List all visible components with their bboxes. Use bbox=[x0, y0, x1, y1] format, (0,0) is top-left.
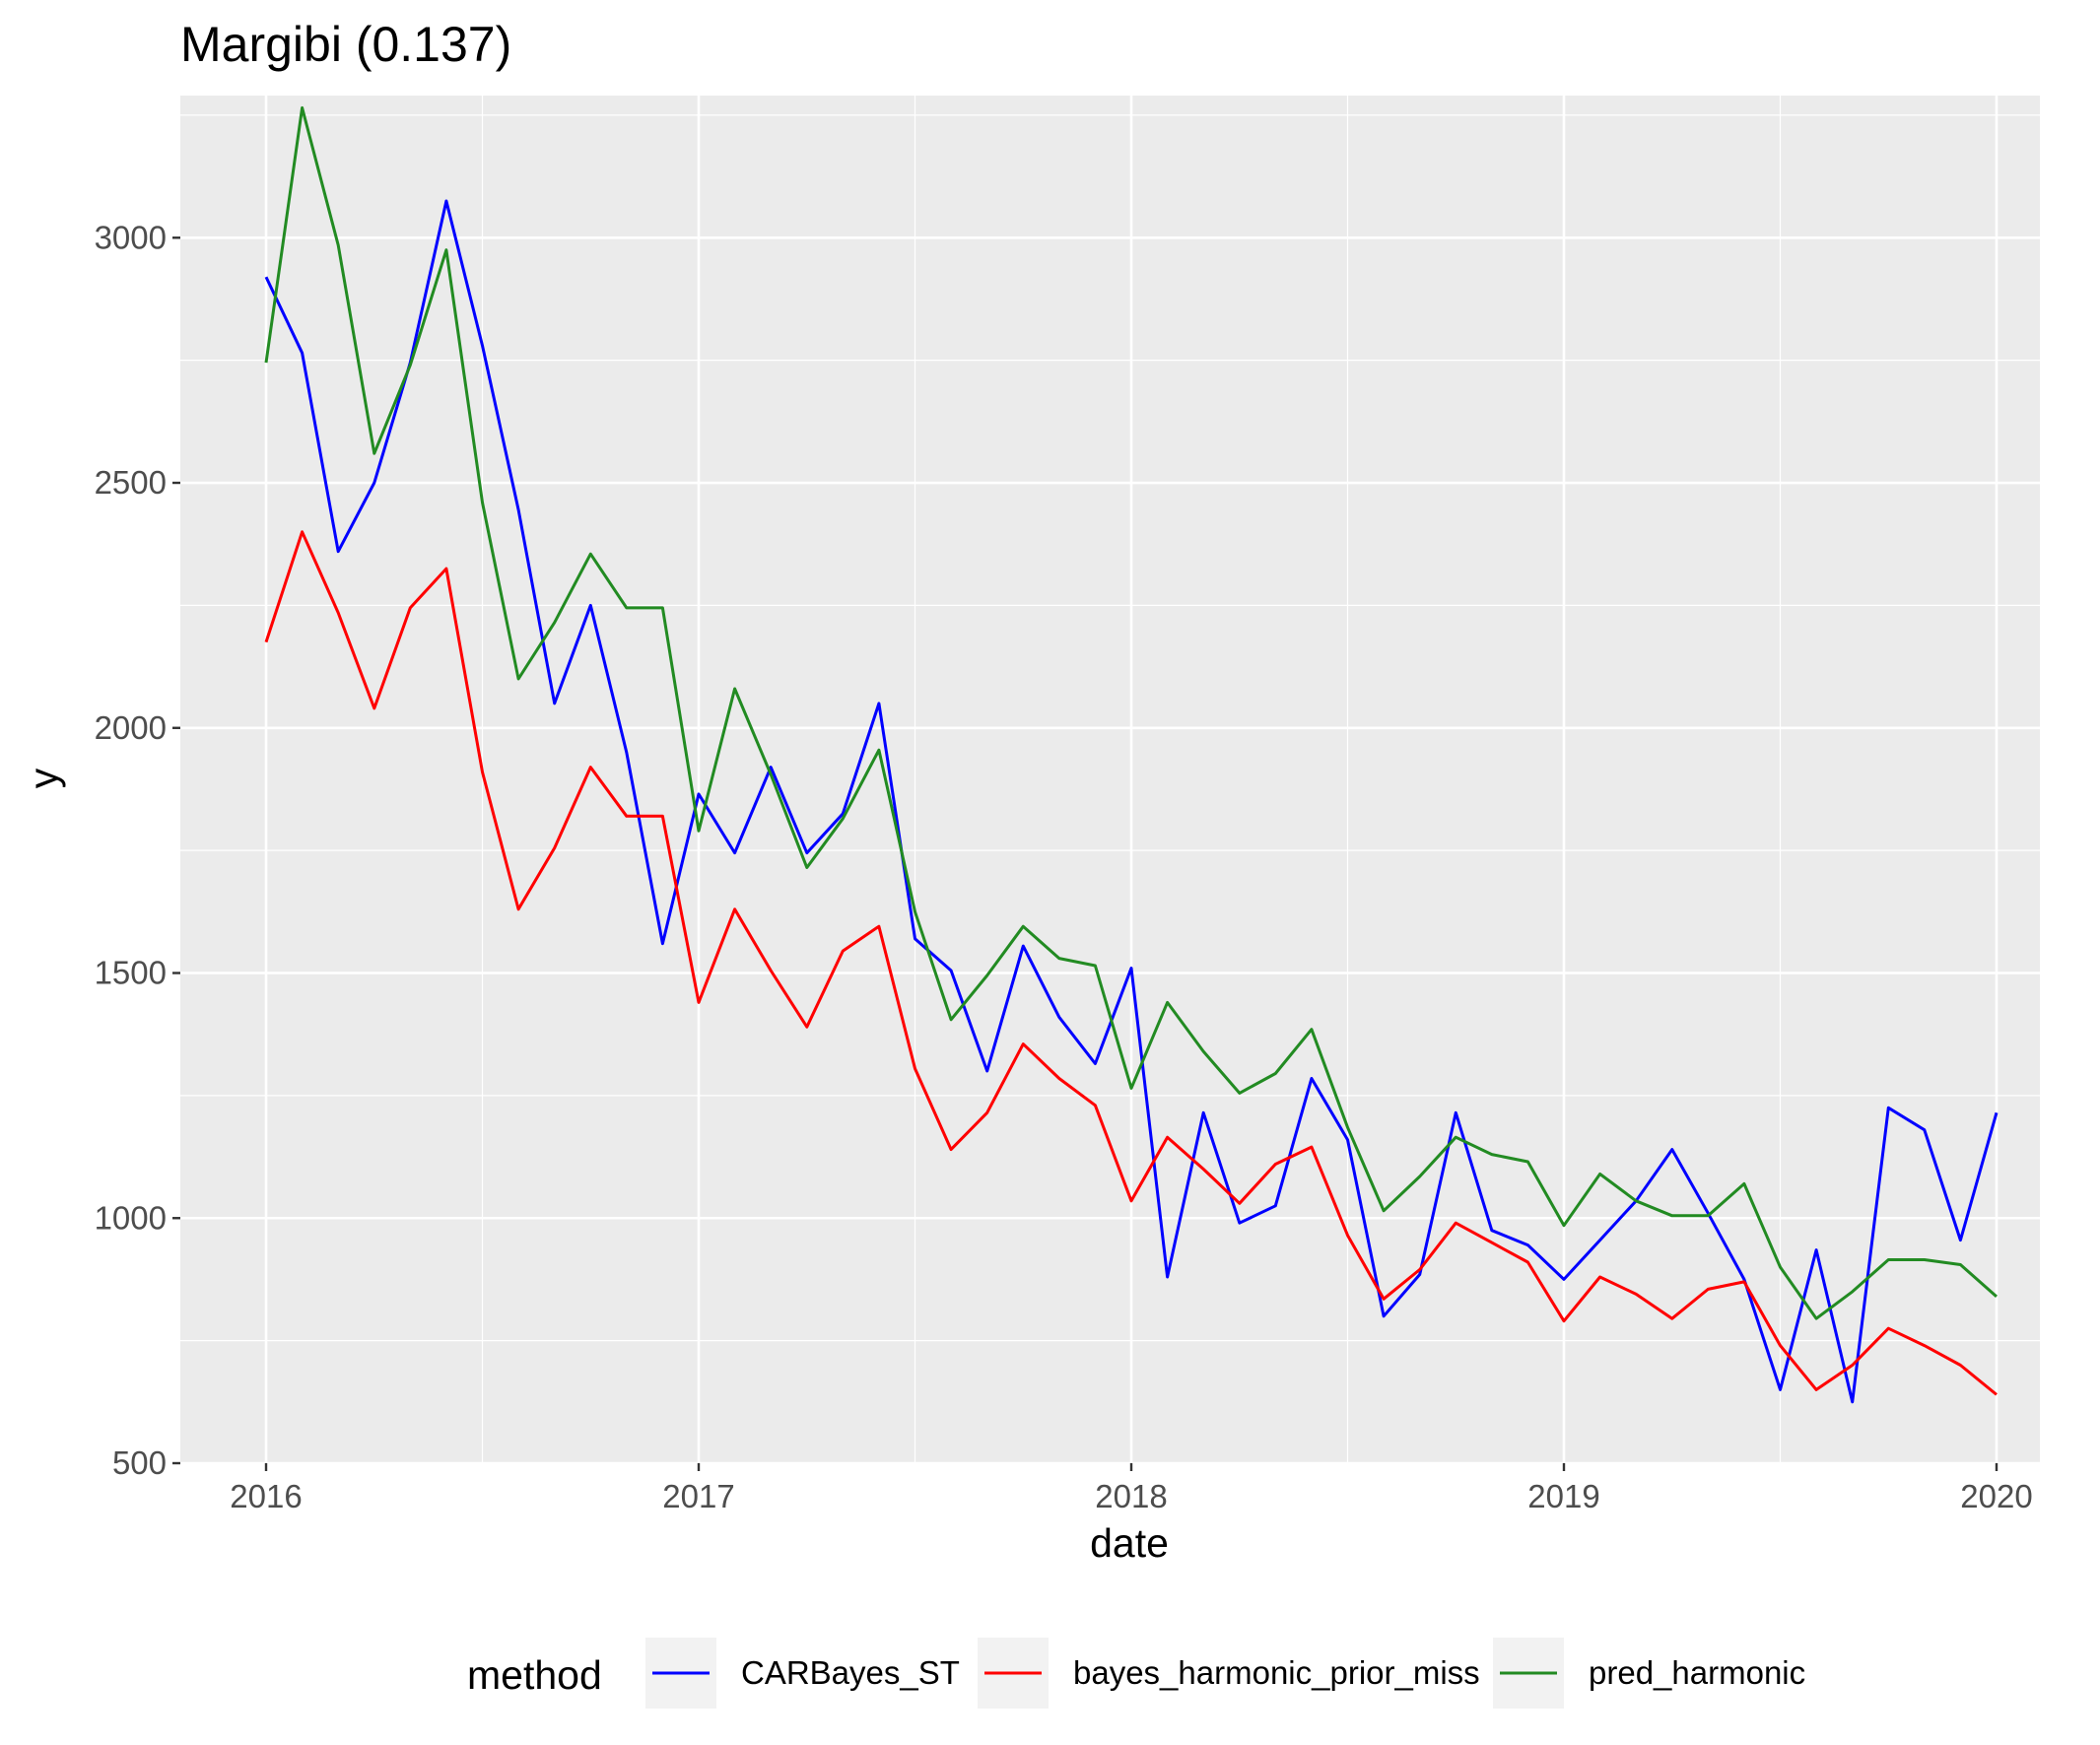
x-tick-label: 2016 bbox=[230, 1478, 302, 1514]
x-tick-label: 2020 bbox=[1960, 1478, 2032, 1514]
series-line-carbayes-st bbox=[264, 199, 1998, 1404]
x-tick-label: 2019 bbox=[1527, 1478, 1599, 1514]
y-tick-label: 1500 bbox=[95, 955, 167, 991]
legend-label: pred_harmonic bbox=[1589, 1654, 1805, 1691]
plot-panel bbox=[180, 96, 2040, 1463]
series-line-pred-harmonic bbox=[264, 105, 1998, 1320]
legend: method CARBayes_ST bayes_harmonic_prior_m… bbox=[467, 1638, 1805, 1709]
series-lines bbox=[264, 105, 1998, 1404]
x-axis-title: date bbox=[1090, 1520, 1169, 1566]
y-tick-label: 2500 bbox=[95, 464, 167, 501]
gridlines bbox=[180, 96, 2040, 1465]
y-tick-label: 3000 bbox=[95, 219, 167, 255]
y-tick-label: 500 bbox=[112, 1444, 167, 1481]
y-tick-label: 1000 bbox=[95, 1199, 167, 1236]
legend-label: bayes_harmonic_prior_miss bbox=[1073, 1654, 1480, 1691]
x-tick-label: 2017 bbox=[662, 1478, 734, 1514]
axes: 500 1000 1500 2000 2500 3000 2016 2017 2018 2019 2… bbox=[95, 219, 2033, 1514]
series-line-bayes-harmonic-prior-miss bbox=[264, 530, 1998, 1396]
y-tick-label: 2000 bbox=[95, 709, 167, 746]
y-axis-title: y bbox=[21, 768, 66, 788]
chart-title: Margibi (0.137) bbox=[180, 17, 511, 72]
x-tick-label: 2018 bbox=[1095, 1478, 1167, 1514]
legend-label: CARBayes_ST bbox=[741, 1654, 960, 1691]
legend-title: method bbox=[467, 1652, 602, 1698]
